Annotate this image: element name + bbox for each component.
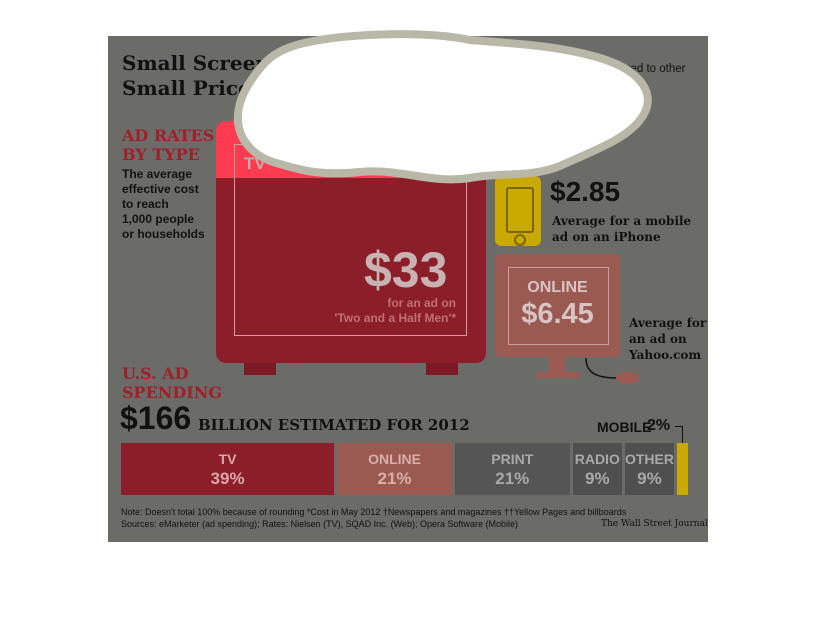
mobile-leader-vertical <box>682 426 683 443</box>
footer-sources: Sources: eMarketer (ad spending); Rates:… <box>121 519 518 529</box>
bar-segment-mobile <box>677 443 688 495</box>
bar-segment-radio: RADIO 9% <box>572 443 622 495</box>
spending-total: $166 <box>120 400 192 436</box>
tv-foot-right <box>426 363 458 375</box>
page-title: Small Screen, Small Price <box>122 51 277 100</box>
tv-rate-note: for an ad on 'Two and a Half Men'* <box>334 296 457 325</box>
bar-segment-tv: TV 39% <box>121 443 335 495</box>
monitor-base <box>536 372 580 378</box>
bar-segment-category: OTHER <box>624 451 674 467</box>
mobile-rate-label: MOBILE <box>498 152 563 171</box>
mouse-cord-icon <box>585 357 640 384</box>
page-subtitle: The cost and market for mobile ads remai… <box>286 63 686 90</box>
mobile-rate-value: $2.85 <box>550 176 621 207</box>
spending-total-label: BILLION ESTIMATED FOR 2012 <box>198 416 470 434</box>
tv-foot-left <box>244 363 276 375</box>
footer-credit: The Wall Street Journal <box>601 519 708 529</box>
bar-segment-other: OTHER 9% <box>624 443 675 495</box>
bar-segment-percent: 21% <box>377 469 412 488</box>
monitor-stand <box>549 357 565 373</box>
mobile-share-percent: 2% <box>647 417 671 434</box>
online-rate-value: $6.45 <box>521 298 594 330</box>
mobile-rate-note: Average for a mobile ad on an iPhone <box>552 214 692 244</box>
bar-segment-percent: 21% <box>495 469 530 488</box>
phone-icon <box>495 176 541 246</box>
bar-segment-category: ONLINE <box>368 451 421 467</box>
infographic-panel: Small Screen, Small Price The cost and m… <box>108 36 708 542</box>
bar-segment-category: PRINT <box>491 451 534 467</box>
bar-segment-percent: 9% <box>584 469 610 488</box>
bar-segment-category: TV <box>218 451 237 467</box>
mobile-share-label: MOBILE <box>597 419 652 435</box>
online-rate-label: ONLINE <box>527 279 588 296</box>
tv-rate-label: TV <box>244 154 266 173</box>
bar-segment-percent: 9% <box>637 469 662 488</box>
bar-segment-online: ONLINE 21% <box>337 443 452 495</box>
online-rate-note: Average for an ad on Yahoo.com <box>629 316 707 362</box>
monitor-icon <box>495 254 620 357</box>
ad-rates-description: The average effective cost to reach 1,00… <box>122 167 205 241</box>
spending-heading: U.S. AD SPENDING <box>122 364 223 402</box>
tv-rate-value: $33 <box>364 242 448 298</box>
mobile-leader-top <box>675 426 683 427</box>
ad-rates-heading: AD RATES BY TYPE <box>122 126 215 164</box>
footer-note: Note: Doesn't total 100% because of roun… <box>121 507 627 517</box>
bar-segment-print: PRINT 21% <box>454 443 570 495</box>
monitor-screen-frame <box>508 267 609 345</box>
title-divider <box>276 56 277 98</box>
bar-segment-category: RADIO <box>574 451 620 467</box>
bar-segment-percent: 39% <box>210 469 245 488</box>
